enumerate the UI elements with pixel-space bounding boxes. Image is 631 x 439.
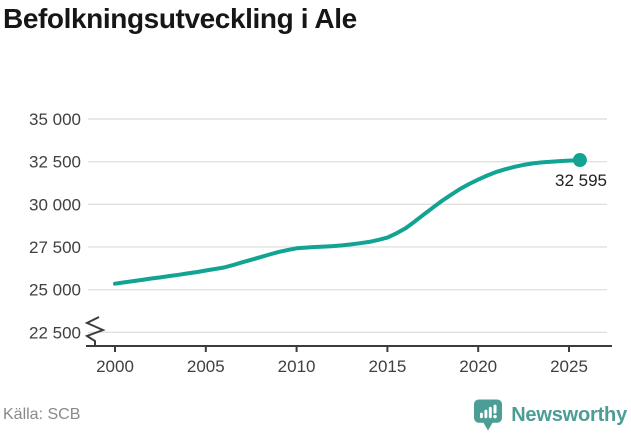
y-tick-label: 30 000 bbox=[29, 195, 81, 214]
logo-bar-tall bbox=[489, 406, 492, 419]
source-label: Källa: SCB bbox=[3, 406, 81, 423]
y-tick-label: 27 500 bbox=[29, 238, 81, 257]
logo-exclamation-stem bbox=[493, 404, 497, 414]
x-tick-label: 2000 bbox=[96, 357, 134, 376]
footer: Källa: SCB Newsworthy bbox=[0, 397, 631, 439]
y-tick-label: 22 500 bbox=[29, 323, 81, 342]
newsworthy-wordmark: Newsworthy bbox=[511, 403, 627, 426]
logo-bar-medium bbox=[484, 409, 488, 419]
chart-title: Befolkningsutveckling i Ale bbox=[3, 3, 357, 34]
logo-bar-small bbox=[480, 412, 484, 419]
x-tick-label: 2025 bbox=[550, 357, 588, 376]
y-tick-label: 35 000 bbox=[29, 110, 81, 129]
logo-exclamation-dot bbox=[493, 414, 497, 419]
end-point-dot bbox=[572, 153, 587, 168]
x-tick-label: 2005 bbox=[187, 357, 225, 376]
x-tick-label: 2015 bbox=[368, 357, 406, 376]
newsworthy-logo[interactable]: Newsworthy bbox=[473, 398, 627, 432]
end-value-label: 32 595 bbox=[555, 171, 607, 190]
x-tick-label: 2020 bbox=[459, 357, 497, 376]
newsworthy-pin-icon bbox=[474, 399, 503, 431]
axis-break-zigzag bbox=[84, 316, 106, 345]
population-line bbox=[113, 158, 582, 286]
y-tick-label: 32 500 bbox=[29, 153, 81, 172]
y-tick-label: 25 000 bbox=[29, 281, 81, 300]
x-tick-label: 2010 bbox=[278, 357, 316, 376]
